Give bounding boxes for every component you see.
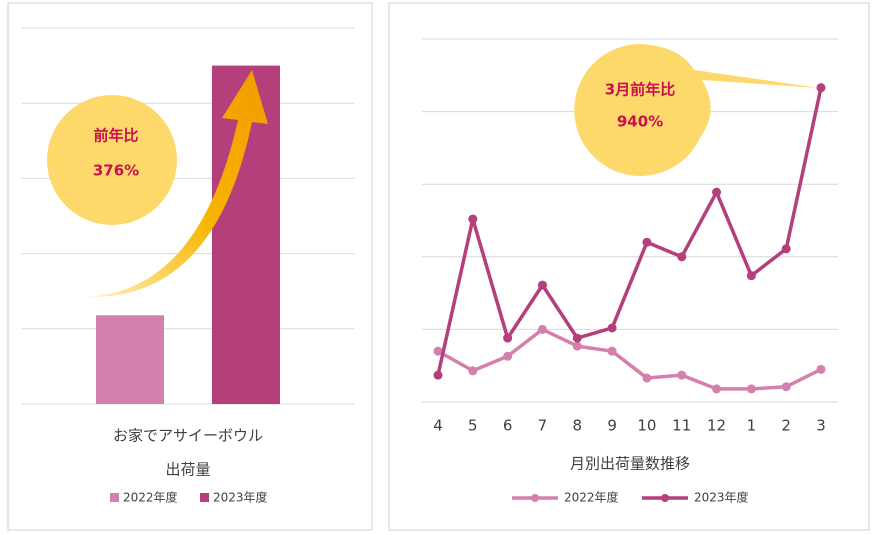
point	[712, 187, 722, 197]
point	[746, 384, 756, 394]
point	[677, 370, 687, 380]
point	[642, 237, 652, 247]
legend-label: 2023年度	[213, 490, 268, 505]
callout-bubble	[574, 44, 820, 176]
x-tick-label: 2	[781, 417, 791, 435]
x-tick-label: 9	[607, 417, 617, 435]
point	[433, 346, 443, 356]
point	[677, 252, 687, 262]
point	[607, 323, 617, 333]
point	[781, 382, 791, 392]
callout-text: 940%	[617, 113, 663, 131]
point	[572, 333, 582, 343]
arrow	[88, 70, 268, 298]
point	[468, 366, 478, 376]
point	[746, 271, 756, 281]
point	[607, 346, 617, 356]
point	[537, 280, 547, 290]
point	[537, 324, 547, 334]
legend-label: 2023年度	[694, 490, 749, 505]
point	[503, 333, 513, 343]
legend-point	[661, 494, 669, 502]
series-line	[436, 87, 823, 376]
x-tick-label: 1	[747, 417, 757, 435]
left-panel	[7, 2, 373, 531]
legend-label: 2022年度	[123, 490, 178, 505]
bar	[96, 315, 164, 404]
chart-title: 月別出荷量数推移	[570, 455, 690, 473]
series-line	[437, 327, 822, 391]
callout-title: 3月前年比	[605, 81, 675, 99]
point	[468, 214, 478, 224]
legend-label: 2022年度	[564, 490, 619, 505]
x-axis-label: 出荷量	[165, 461, 210, 479]
x-tick-label: お家でアサイーボウル	[113, 427, 263, 445]
callout-bubble	[47, 95, 177, 225]
legend-point	[531, 494, 539, 502]
point	[503, 351, 513, 361]
point	[816, 364, 826, 374]
x-tick-label: 6	[503, 417, 513, 435]
point	[781, 244, 791, 254]
x-tick-label: 4	[433, 417, 443, 435]
point	[433, 370, 443, 380]
x-tick-label: 7	[538, 417, 548, 435]
x-tick-label: 3	[816, 417, 826, 435]
x-tick-label: 12	[707, 417, 726, 435]
legend-swatch	[200, 493, 209, 502]
x-tick-label: 11	[672, 417, 691, 435]
callout-text: 376%	[93, 162, 139, 180]
point	[572, 341, 582, 351]
x-tick-label: 8	[572, 417, 582, 435]
x-tick-label: 10	[637, 417, 656, 435]
point	[816, 83, 826, 93]
callout-title: 前年比	[93, 127, 138, 145]
x-tick-label: 5	[468, 417, 478, 435]
legend-swatch	[110, 493, 119, 502]
point	[712, 384, 722, 394]
point	[642, 373, 652, 383]
